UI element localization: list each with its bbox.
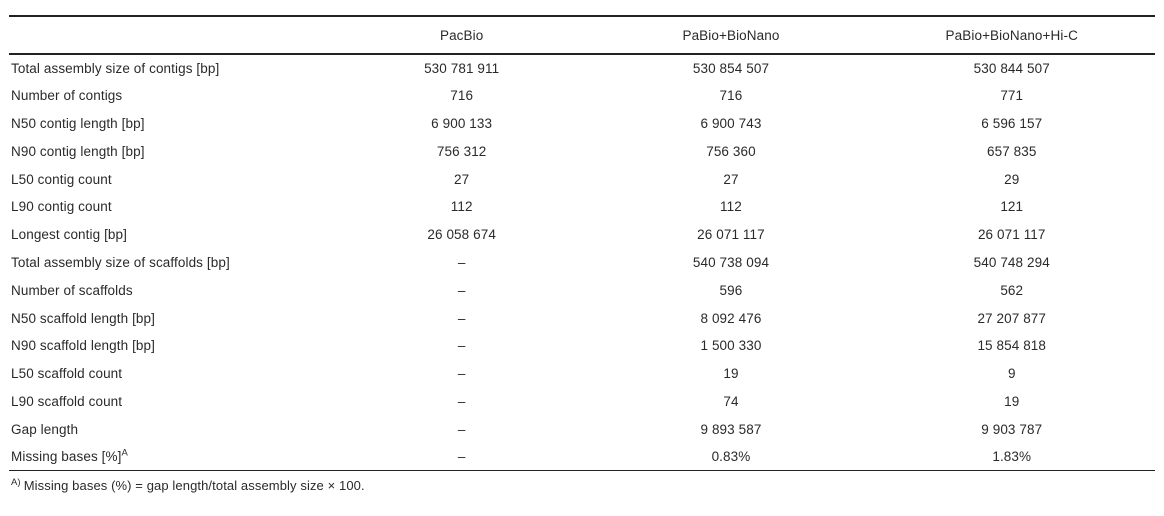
cell-value: 716 [450, 88, 474, 104]
cell-value: 756 360 [706, 143, 756, 159]
cell-value: 15 854 818 [977, 338, 1047, 354]
row-label-superscript: A [121, 447, 128, 459]
row-label: L50 contig count [11, 171, 112, 187]
row-label: Number of contigs [11, 88, 123, 104]
table-row: Gap length – 9 893 587 9 903 787 [9, 415, 1155, 443]
row-label: L90 scaffold count [11, 393, 123, 409]
cell-value: 26 071 117 [697, 227, 765, 243]
row-label: Total assembly size of contigs [bp] [11, 60, 220, 76]
footnote-text: Missing bases (%) = gap length/total ass… [23, 478, 365, 494]
table-row: L90 contig count 112 112 121 [9, 193, 1155, 221]
table-row: Missing bases [%]A – 0.83% 1.83% [9, 443, 1155, 471]
cell-value: 29 [1004, 171, 1020, 187]
cell-value: 1 500 330 [700, 338, 762, 354]
cell-value: – [457, 254, 466, 270]
footnote-marker: A) [11, 477, 21, 489]
row-label: N90 scaffold length [bp] [11, 338, 155, 354]
cell-value: – [457, 338, 466, 354]
cell-value: 27 [723, 171, 739, 187]
cell-value: 0.83% [711, 449, 751, 465]
cell-value: 27 207 877 [977, 310, 1047, 326]
cell-value: – [457, 421, 466, 437]
cell-value: 27 [454, 171, 470, 187]
cell-value: – [457, 449, 466, 465]
column-header-pabio-bionano-hic: PaBio+BioNano+Hi-C [868, 16, 1155, 55]
cell-value: 540 748 294 [973, 254, 1050, 270]
cell-value: – [457, 310, 466, 326]
table-row: N50 scaffold length [bp] – 8 092 476 27 207… [9, 304, 1155, 332]
row-label: Number of scaffolds [11, 282, 133, 298]
assembly-statistics-table: PacBio PaBio+BioNano PaBio+BioNano+Hi-C … [9, 15, 1155, 472]
header-row: PacBio PaBio+BioNano PaBio+BioNano+Hi-C [9, 16, 1155, 55]
cell-value: 74 [723, 393, 739, 409]
cell-value: 9 [1007, 366, 1016, 382]
row-label: N50 scaffold length [bp] [11, 310, 155, 326]
cell-value: 9 903 787 [981, 421, 1043, 437]
row-label: L50 scaffold count [11, 366, 123, 382]
cell-value: 19 [1004, 393, 1020, 409]
cell-value: 530 854 507 [692, 60, 770, 76]
cell-value: 121 [1000, 199, 1024, 215]
cell-value: 8 092 476 [700, 310, 762, 326]
table-row: N90 scaffold length [bp] – 1 500 330 15 854… [9, 332, 1155, 360]
cell-value: 716 [719, 88, 743, 104]
cell-value: 19 [723, 366, 739, 382]
table-row: N90 contig length [bp] 756 312 756 360 657 … [9, 137, 1155, 165]
cell-value: 6 900 133 [431, 115, 493, 131]
table-row: Longest contig [bp] 26 058 674 26 071 117 2… [9, 221, 1155, 249]
cell-value: 530 844 507 [973, 60, 1050, 76]
cell-value: – [457, 393, 466, 409]
row-label: N50 contig length [bp] [11, 115, 145, 131]
row-label: Gap length [11, 421, 79, 437]
table-row: L50 contig count 27 27 29 [9, 165, 1155, 193]
cell-value: 657 835 [986, 143, 1037, 159]
footnote: A) Missing bases (%) = gap length/total a… [9, 477, 1155, 494]
row-label: Total assembly size of scaffolds [bp] [11, 254, 230, 270]
row-label: Longest contig [bp] [11, 227, 127, 243]
table-row: Total assembly size of contigs [bp] 530 7… [9, 54, 1155, 82]
column-header-empty [9, 16, 330, 55]
column-header-pabio-bionano: PaBio+BioNano [593, 16, 869, 55]
cell-value: 26 058 674 [427, 227, 496, 243]
cell-value: – [457, 282, 466, 298]
cell-value: 771 [1000, 88, 1024, 104]
cell-value: 530 781 911 [424, 60, 500, 76]
row-label: Missing bases [%]A [11, 447, 128, 465]
cell-value: 112 [450, 199, 473, 215]
assembly-statistics-page: PacBio PaBio+BioNano PaBio+BioNano+Hi-C … [9, 15, 1155, 494]
cell-value: 6 596 157 [981, 115, 1043, 131]
cell-value: 562 [1000, 282, 1024, 298]
cell-value: 756 312 [436, 143, 487, 159]
column-header-pacbio: PacBio [329, 16, 594, 55]
table-row: Number of scaffolds – 596 562 [9, 276, 1155, 304]
table-row: L90 scaffold count – 74 19 [9, 388, 1155, 416]
cell-value: 6 900 743 [700, 115, 762, 131]
table-row: Total assembly size of scaffolds [bp] – 54… [9, 249, 1155, 277]
cell-value: 540 738 094 [692, 254, 770, 270]
cell-value: 9 893 587 [700, 421, 762, 437]
row-label: N90 contig length [bp] [11, 143, 145, 159]
cell-value: 596 [719, 282, 743, 298]
cell-value: 26 071 117 [977, 227, 1046, 243]
table-row: N50 contig length [bp] 6 900 133 6 900 743… [9, 110, 1155, 138]
cell-value: 1.83% [992, 449, 1032, 465]
row-label: L90 contig count [11, 199, 112, 215]
cell-value: – [457, 366, 466, 382]
cell-value: 112 [720, 199, 742, 215]
table-row: Number of contigs 716 716 771 [9, 82, 1155, 110]
table-row: L50 scaffold count – 19 9 [9, 360, 1155, 388]
